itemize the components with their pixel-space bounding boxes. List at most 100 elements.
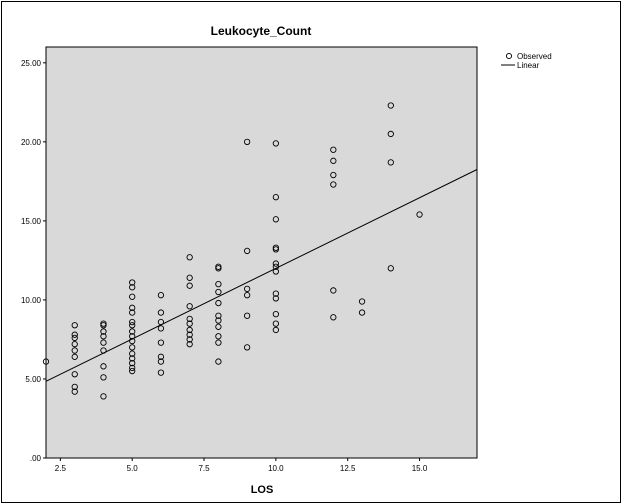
data-point-80 — [272, 310, 280, 318]
data-point-37 — [157, 318, 165, 326]
data-point-46 — [186, 303, 193, 310]
data-point-81 — [272, 320, 280, 327]
data-point-47 — [186, 315, 193, 323]
y-tick-label: 10.00 — [21, 296, 42, 305]
data-point-28 — [129, 337, 136, 345]
data-point-87 — [330, 287, 337, 294]
linear-fit-line — [45, 169, 478, 382]
fit-line-layer — [45, 169, 478, 382]
data-point-62 — [215, 339, 222, 346]
data-point-69 — [243, 344, 251, 351]
data-point-15 — [100, 347, 107, 354]
x-tick-label: 12.5 — [340, 464, 356, 473]
data-point-40 — [157, 353, 165, 360]
data-point-4 — [71, 341, 78, 348]
data-point-20 — [129, 284, 136, 291]
x-tick-label: 2.5 — [55, 464, 67, 473]
data-point-48 — [186, 320, 193, 327]
data-point-78 — [272, 290, 280, 297]
data-point-31 — [129, 355, 136, 362]
data-point-54 — [215, 265, 222, 272]
data-point-71 — [272, 194, 280, 201]
data-point-36 — [157, 309, 165, 316]
data-point-32 — [129, 360, 136, 367]
data-point-70 — [272, 140, 280, 147]
y-tick-label: 15.00 — [21, 217, 42, 226]
data-point-88 — [330, 314, 337, 321]
x-axis: 2.5 5.0 7.5 10.0 12.5 15.0 — [55, 458, 428, 473]
points-layer — [42, 102, 423, 400]
data-point-19 — [129, 279, 136, 286]
data-point-60 — [215, 323, 222, 330]
data-point-72 — [272, 216, 280, 223]
x-axis-label: LOS — [251, 484, 274, 496]
data-point-61 — [215, 333, 222, 340]
data-point-90 — [358, 309, 366, 316]
data-point-3 — [71, 334, 78, 342]
data-point-39 — [157, 339, 165, 346]
data-point-38 — [157, 325, 165, 332]
data-point-26 — [129, 328, 136, 335]
legend-observed-marker — [505, 52, 513, 60]
data-point-95 — [416, 211, 423, 218]
data-point-50 — [186, 331, 193, 338]
data-point-74 — [272, 246, 280, 253]
legend: Observed Linear — [501, 52, 552, 70]
data-point-25 — [129, 322, 136, 329]
data-point-9 — [71, 388, 78, 395]
y-tick-label: 25.00 — [21, 59, 42, 68]
y-axis: .00 5.00 10.00 15.00 20.00 25.00 — [21, 59, 46, 463]
data-point-30 — [129, 350, 136, 357]
data-point-56 — [215, 288, 222, 296]
data-point-23 — [129, 309, 136, 316]
data-point-79 — [272, 295, 280, 302]
data-point-66 — [243, 285, 251, 293]
data-point-34 — [129, 367, 136, 375]
data-point-12 — [100, 328, 107, 335]
data-point-35 — [157, 292, 165, 299]
data-point-76 — [272, 263, 280, 270]
y-tick-label: 5.00 — [25, 375, 41, 384]
y-tick-label: .00 — [30, 454, 42, 463]
data-point-8 — [71, 383, 78, 391]
data-point-65 — [243, 247, 251, 255]
data-point-6 — [71, 353, 78, 360]
data-point-18 — [100, 393, 107, 400]
chart-title: Leukocyte_Count — [211, 24, 312, 38]
data-point-58 — [215, 312, 222, 319]
data-point-89 — [358, 298, 366, 305]
data-point-49 — [186, 326, 193, 334]
y-tick-label: 20.00 — [21, 138, 42, 147]
data-point-21 — [129, 293, 136, 300]
data-point-75 — [272, 260, 280, 267]
data-point-82 — [272, 326, 280, 334]
data-point-83 — [330, 146, 337, 153]
data-point-45 — [186, 282, 193, 289]
data-point-94 — [387, 265, 394, 272]
data-point-91 — [387, 102, 394, 109]
data-point-5 — [71, 347, 78, 354]
data-point-44 — [186, 274, 193, 281]
data-point-1 — [71, 322, 78, 329]
data-point-52 — [186, 341, 193, 348]
data-point-13 — [100, 333, 107, 340]
data-point-24 — [129, 318, 136, 326]
x-tick-label: 10.0 — [268, 464, 284, 473]
x-tick-label: 7.5 — [198, 464, 210, 473]
data-point-2 — [71, 331, 78, 338]
data-point-92 — [387, 130, 394, 138]
data-point-22 — [129, 304, 136, 311]
data-point-51 — [186, 336, 193, 343]
data-point-86 — [330, 181, 337, 188]
data-point-0 — [42, 358, 50, 365]
data-point-93 — [387, 159, 394, 166]
data-point-11 — [100, 322, 107, 329]
legend-linear-label: Linear — [517, 61, 540, 70]
plot-area — [45, 46, 478, 459]
x-tick-label: 5.0 — [127, 464, 139, 473]
data-point-64 — [243, 138, 251, 145]
data-point-7 — [71, 371, 78, 378]
data-point-67 — [243, 292, 251, 299]
data-point-77 — [272, 268, 280, 275]
legend-observed-label: Observed — [517, 52, 552, 61]
